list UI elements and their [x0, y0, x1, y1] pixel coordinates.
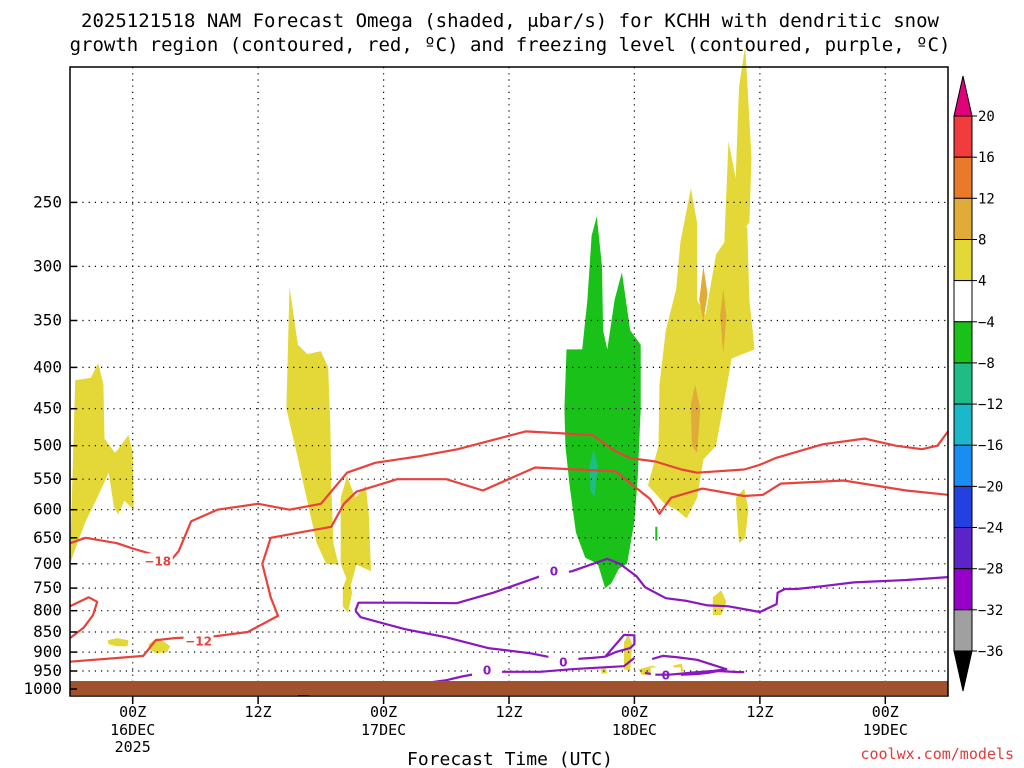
colorbar-level-label: −8	[978, 356, 995, 372]
y-tick-label: 550	[33, 469, 62, 488]
colorbar-swatch	[953, 197, 973, 241]
omega-shaded-region	[720, 289, 727, 354]
x-tick-label: 00Z	[119, 703, 146, 721]
y-tick-label: 500	[33, 436, 62, 455]
y-tick-label: 400	[33, 357, 62, 376]
omega-shaded-region	[699, 266, 708, 321]
omega-shaded-region	[70, 363, 134, 564]
freezing-contour-label: 0	[550, 564, 558, 578]
y-tick-label: 750	[33, 578, 62, 597]
y-tick-label: 450	[33, 399, 62, 418]
omega-shaded-region	[107, 638, 129, 647]
title-line-1: 2025121518 NAM Forecast Omega (shaded, μ…	[81, 10, 939, 32]
y-axis-pressure: 2503003504004505005506006507007508008509…	[23, 192, 77, 698]
colorbar-level-label: 8	[978, 233, 986, 249]
y-tick-label: 850	[33, 622, 62, 641]
chart-title: 2025121518 NAM Forecast Omega (shaded, μ…	[70, 10, 951, 56]
freezing-contour-line	[354, 610, 636, 661]
x-tick-label: 12Z	[746, 703, 773, 721]
colorbar-swatch	[953, 444, 973, 487]
colorbar-swatch	[953, 609, 973, 652]
colorbar-level-label: 4	[978, 274, 986, 290]
y-tick-label: 950	[33, 661, 62, 680]
freezing-contour-label: 0	[483, 663, 491, 677]
credit-link[interactable]: coolwx.com/models	[860, 745, 1014, 763]
x-tick-label: 12Z	[495, 703, 522, 721]
colorbar-level-label: −36	[978, 644, 1003, 660]
freezing-contour-line	[354, 557, 949, 614]
y-tick-label: 800	[33, 601, 62, 620]
omega-shaded-region	[342, 573, 353, 613]
colorbar-swatch	[953, 156, 973, 199]
colorbar-swatch	[953, 239, 973, 282]
colorbar-level-label: −20	[978, 479, 1003, 495]
x-tick-date-label: 17DEC	[361, 721, 406, 739]
y-tick-label: 250	[33, 192, 62, 211]
x-tick-label: 00Z	[621, 703, 648, 721]
freezing-label-background	[472, 662, 503, 678]
y-tick-label: 700	[33, 554, 62, 573]
omega-shaded-region	[648, 141, 755, 519]
colorbar-level-label: −12	[978, 397, 1003, 413]
dendritic-label-background	[183, 633, 214, 649]
colorbar-level-label: 16	[978, 150, 995, 166]
omega-shaded-region	[690, 384, 701, 453]
dendritic-contour-label: −18	[144, 554, 171, 568]
freezing-contour-line	[651, 654, 728, 676]
omega-shaded-region	[589, 449, 598, 497]
colorbar-swatch	[953, 403, 973, 446]
dendritic-contour-label: −12	[185, 634, 212, 648]
omega-shaded-region	[712, 590, 727, 616]
x-axis-label: Forecast Time (UTC)	[407, 749, 613, 768]
omega-shaded-region	[735, 488, 749, 544]
x-tick-label: 00Z	[370, 703, 397, 721]
y-tick-label: 600	[33, 500, 62, 519]
title-line-2: growth region (contoured, red, ºC) and f…	[70, 34, 951, 56]
x-tick-date-label: 2025	[115, 738, 151, 756]
freezing-contour-label: 0	[559, 655, 567, 669]
colorbar-level-label: −28	[978, 562, 1003, 578]
colorbar-swatch	[953, 115, 973, 158]
y-tick-label: 350	[33, 311, 62, 330]
x-tick-label: 00Z	[872, 703, 899, 721]
x-tick-date-label: 19DEC	[863, 721, 908, 739]
colorbar-swatch	[953, 321, 973, 364]
dendritic-contour-line	[69, 466, 949, 663]
colorbar-level-label: 12	[978, 191, 995, 207]
dendritic-label-background	[142, 553, 173, 569]
colorbar-level-label: −32	[978, 603, 1003, 619]
omega-shaded-region	[655, 526, 658, 541]
colorbar: 20 16 12 8 4 −4 −8 −12 −16 −20 −24 −28 −32 −36	[953, 75, 1003, 692]
x-tick-label: 12Z	[245, 703, 272, 721]
omega-shaded-region	[286, 286, 339, 565]
colorbar-swatch	[953, 362, 973, 405]
ground-surface-strip	[70, 681, 948, 695]
x-tick-date-label: 16DEC	[110, 721, 155, 739]
colorbar-swatch	[953, 280, 973, 323]
colorbar-level-label: −24	[978, 521, 1003, 537]
colorbar-swatch	[953, 527, 973, 570]
colorbar-level-label: −16	[978, 438, 1003, 454]
y-tick-label: 650	[33, 528, 62, 547]
y-tick-label: 1000	[23, 679, 62, 698]
y-tick-label: 900	[33, 642, 62, 661]
colorbar-bottom-arrow	[953, 650, 973, 692]
colorbar-level-label: 20	[978, 109, 995, 125]
y-tick-label: 300	[33, 256, 62, 275]
omega-shaded-region	[564, 216, 641, 589]
colorbar-level-label: −4	[978, 315, 995, 331]
colorbar-swatch	[953, 485, 973, 529]
omega-shading-layer	[70, 45, 755, 675]
dendritic-contour-line	[69, 430, 949, 561]
omega-shaded-region	[340, 476, 371, 589]
dendritic-contour-line	[69, 596, 99, 639]
freezing-label-background	[538, 563, 569, 579]
colorbar-top-arrow	[953, 75, 973, 117]
colorbar-swatch	[953, 568, 973, 611]
omega-shaded-region	[734, 45, 752, 230]
freezing-label-background	[548, 654, 579, 670]
x-tick-date-label: 18DEC	[612, 721, 657, 739]
